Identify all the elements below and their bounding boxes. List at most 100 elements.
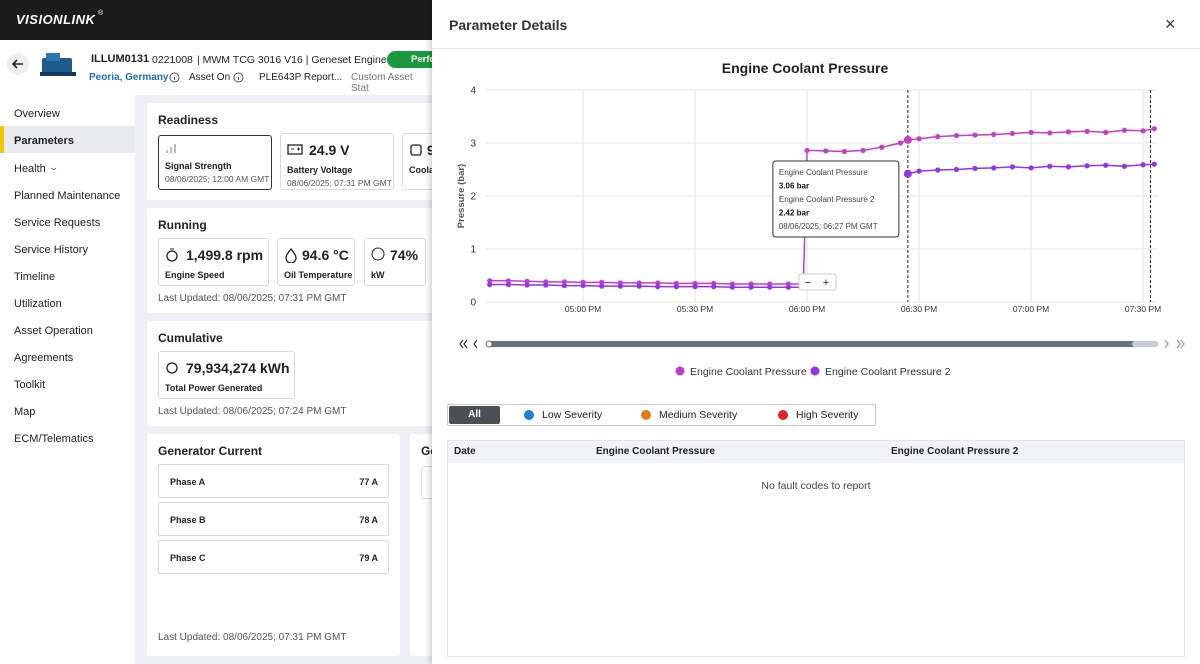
data-point	[972, 165, 978, 172]
card-title: Readiness	[158, 113, 219, 127]
data-point	[561, 279, 567, 285]
zoom-box	[798, 273, 837, 291]
data-point	[1065, 129, 1071, 135]
y-tick-label: 2	[470, 192, 476, 203]
tile[interactable]: Signal Strength 08/06/2025; 12:00 AM GMT	[158, 135, 272, 190]
last-updated: Last Updated: 08/06/2025; 07:24 PM GMT	[158, 406, 347, 417]
data-point	[524, 282, 530, 288]
readiness-card: Readiness Signal Strength 08/06/2025; 12…	[147, 103, 432, 200]
filter-label[interactable]: High Severity	[796, 409, 859, 421]
y-tick-label: 4	[470, 86, 476, 97]
nav-item[interactable]: Service Requests	[14, 217, 101, 229]
tile[interactable]: 74% kW	[364, 238, 426, 286]
legend-label[interactable]: Engine Coolant Pressure 2	[825, 366, 951, 378]
asset-location[interactable]: Peoria, Germany	[89, 72, 169, 83]
table-header: Date Engine Coolant Pressure Engine Coolan…	[448, 441, 1184, 463]
phase-row[interactable]: Phase C 79 A	[158, 540, 389, 574]
filter-label[interactable]: Low Severity	[542, 409, 603, 421]
data-point	[1140, 128, 1146, 134]
card-title: Cumulative	[158, 331, 223, 345]
oil-icon	[285, 247, 297, 263]
y-tick-label: 1	[470, 245, 476, 256]
phase-label: Phase A	[170, 477, 206, 487]
nav-item[interactable]: Agreements	[14, 352, 74, 364]
nav-last[interactable]	[1176, 339, 1185, 349]
tile[interactable]: 1,499.8 rpm Engine Speed	[158, 238, 269, 286]
back-button[interactable]	[7, 53, 29, 75]
nav-item[interactable]: Timeline	[14, 271, 56, 283]
nav-item[interactable]: ECM/Telematics	[14, 433, 94, 445]
filter-label[interactable]: Medium Severity	[659, 409, 738, 421]
nav-chevron: ⌄	[48, 162, 60, 172]
x-tick-label: 07:30 PM	[1125, 304, 1161, 314]
data-point	[785, 284, 791, 290]
tooltip-text: Engine Coolant Pressure	[779, 168, 868, 177]
severity-dot	[778, 410, 788, 420]
data-point	[972, 132, 978, 138]
nav-item[interactable]: Parameters	[14, 135, 74, 147]
tile-date: 08/06/2025; 12:00 AM GMT	[165, 174, 270, 184]
nav-prev[interactable]	[473, 339, 478, 349]
legend-label[interactable]: Engine Coolant Pressure	[690, 366, 807, 378]
data-point	[860, 147, 866, 154]
filter-all[interactable]: All	[449, 406, 500, 424]
tile	[421, 466, 432, 499]
nav-item[interactable]: Overview	[14, 108, 60, 120]
nav-item[interactable]: Utilization	[14, 298, 62, 310]
tile-label: Total Power Generated	[165, 383, 263, 393]
data-point	[841, 148, 847, 155]
last-updated: Last Updated: 08/06/2025; 07:31 PM GMT	[158, 293, 347, 304]
tile[interactable]: 24.9 V Battery Voltage 08/06/2025; 07:31…	[280, 133, 394, 190]
legend-marker	[675, 366, 685, 376]
nav-item[interactable]: Health	[14, 163, 46, 175]
data-point	[711, 284, 717, 290]
tile-label: Coolan	[409, 165, 432, 175]
data-point	[561, 282, 567, 289]
running-card: Running 1,499.8 rpm Engine Speed 94.6 °C…	[147, 208, 432, 313]
data-point	[505, 281, 511, 288]
info-icon	[233, 72, 244, 83]
coolant-icon	[410, 144, 422, 156]
tile[interactable]: 9 Coolan	[402, 133, 432, 190]
tile-label: Battery Voltage	[287, 165, 353, 175]
tooltip-value: 2.42 bar	[779, 209, 809, 218]
phase-row[interactable]: Phase B 78 A	[158, 502, 389, 536]
data-point	[1047, 130, 1053, 136]
data-point	[1121, 163, 1127, 169]
zoom-in[interactable]: +	[823, 277, 829, 289]
asset-report: PLE643P Report...	[259, 72, 343, 83]
nav-item[interactable]: Map	[14, 406, 36, 418]
sidebar: Overview Parameters Health ⌄ Planned Mainten…	[0, 95, 135, 664]
nav-item[interactable]: Planned Maintenance	[14, 190, 121, 202]
asset-id: ILLUM0131	[91, 53, 150, 65]
cumulative-card: Cumulative 79,934,274 kWh Total Power Ge…	[147, 321, 432, 426]
data-point	[1140, 162, 1146, 168]
tile[interactable]: 94.6 °C Oil Temperature	[277, 238, 355, 286]
parameter-panel: Parameter Details × Engine Coolant Press…	[432, 0, 1200, 664]
tile-value: 94.6 °C	[302, 247, 349, 263]
data-point	[692, 284, 698, 290]
info-icon	[169, 72, 180, 83]
tile[interactable]: 79,934,274 kWh Total Power Generated	[158, 351, 295, 399]
phase-value: 79 A	[359, 553, 378, 563]
phase-value: 78 A	[359, 515, 378, 525]
zoom-out[interactable]: −	[805, 277, 811, 289]
nav-next[interactable]	[1164, 339, 1169, 349]
data-point	[1084, 128, 1090, 134]
asset-custom-state: Custom Asset Stat	[351, 72, 413, 94]
tile-value: 79,934,274 kWh	[186, 360, 290, 376]
data-point	[1121, 127, 1127, 133]
chart: Engine Coolant Pressure Pressure (bar) 0 1 2…	[456, 60, 1185, 378]
severity-dot	[641, 410, 651, 420]
asset-image	[40, 53, 76, 76]
nav-item[interactable]: Service History	[14, 244, 88, 256]
logo: VISIONLINK	[16, 12, 96, 27]
phase-row[interactable]: Phase A 77 A	[158, 464, 389, 498]
scroll-handle	[485, 340, 493, 348]
nav-item[interactable]: Asset Operation	[14, 325, 93, 337]
x-tick-label: 06:00 PM	[789, 304, 825, 314]
nav-item[interactable]: Toolkit	[14, 379, 46, 391]
nav-first[interactable]	[459, 339, 468, 349]
close-button[interactable]: ×	[1165, 14, 1176, 34]
